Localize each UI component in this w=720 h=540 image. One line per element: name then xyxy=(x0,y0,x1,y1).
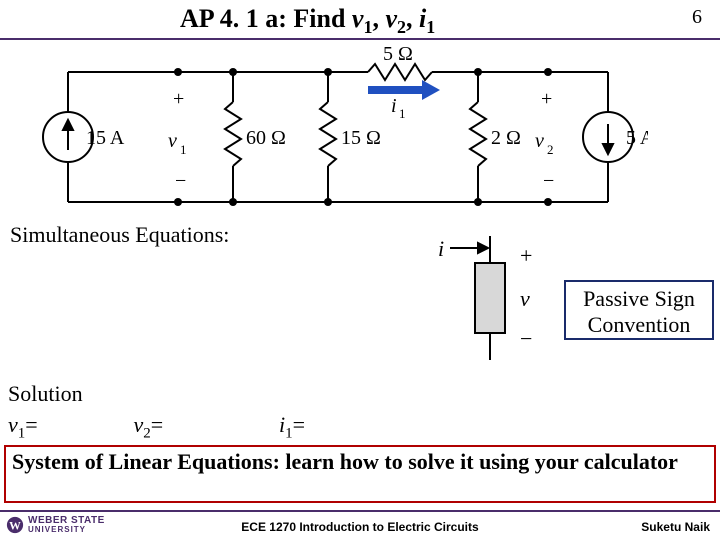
slide: AP 4. 1 a: Find v1, v2, i1 6 xyxy=(0,0,720,540)
title-prefix: AP 4. 1 a: Find xyxy=(180,4,352,33)
svg-text:+: + xyxy=(541,88,552,110)
svg-text:1: 1 xyxy=(180,142,187,157)
left-source-label: 15 A xyxy=(86,127,125,149)
passive-i-label: i xyxy=(438,236,444,261)
passive-minus: − xyxy=(520,326,532,351)
title-var-v1-sub: 1 xyxy=(363,17,372,37)
title-var-v2-sub: 2 xyxy=(397,17,406,37)
svg-text:2: 2 xyxy=(547,142,554,157)
title-bar: AP 4. 1 a: Find v1, v2, i1 6 xyxy=(0,0,720,40)
sol-i1-sub: 1 xyxy=(285,425,293,441)
svg-text:−: − xyxy=(543,170,554,192)
simultaneous-equations-label: Simultaneous Equations: xyxy=(10,222,229,248)
footer: W WEBER STATE UNIVERSITY ECE 1270 Introd… xyxy=(0,510,720,540)
svg-text:−: − xyxy=(175,170,186,192)
passive-plus: + xyxy=(520,243,532,268)
svg-text:60 Ω: 60 Ω xyxy=(246,127,286,149)
title-var-v2: v xyxy=(385,4,397,33)
title-var-v1: v xyxy=(352,4,364,33)
svg-text:i: i xyxy=(391,95,397,117)
svg-text:15 Ω: 15 Ω xyxy=(341,127,381,149)
footer-course: ECE 1270 Introduction to Electric Circui… xyxy=(0,520,720,534)
svg-text:v: v xyxy=(168,130,177,152)
sol-i1-eq: = xyxy=(293,412,305,437)
slide-title: AP 4. 1 a: Find v1, v2, i1 xyxy=(180,4,435,38)
page-number: 6 xyxy=(692,6,702,29)
svg-text:5 Ω: 5 Ω xyxy=(383,43,413,65)
title-var-i1-sub: 1 xyxy=(426,17,435,37)
footer-author: Suketu Naik xyxy=(641,520,710,534)
sol-v1-sym: v xyxy=(8,412,18,437)
sol-v2-sym: v xyxy=(134,412,144,437)
sol-v2-eq: = xyxy=(151,412,163,437)
svg-text:2 Ω: 2 Ω xyxy=(491,127,521,149)
svg-text:v: v xyxy=(535,130,544,152)
passive-sign-line1: Passive Sign xyxy=(583,286,695,311)
passive-v-label: v xyxy=(520,286,530,311)
passive-sign-line2: Convention xyxy=(588,312,691,337)
sol-v2-sub: 2 xyxy=(143,425,151,441)
solution-block: Solution v1= v2= i1= xyxy=(8,380,305,443)
sol-v1-eq: = xyxy=(25,412,37,437)
system-equations-box: System of Linear Equations: learn how to… xyxy=(4,445,716,503)
passive-sign-box: Passive Sign Convention xyxy=(564,280,714,340)
circuit-diagram: 15 A + − v 1 60 Ω 15 Ω 5 Ω i 1 2 Ω + − v… xyxy=(8,42,648,222)
svg-text:5 A: 5 A xyxy=(626,127,648,149)
svg-text:1: 1 xyxy=(399,106,406,121)
passive-sign-diagram: i + v − xyxy=(420,228,560,368)
solution-heading: Solution xyxy=(8,380,305,409)
solution-row: v1= v2= i1= xyxy=(8,411,305,444)
svg-text:+: + xyxy=(173,88,184,110)
